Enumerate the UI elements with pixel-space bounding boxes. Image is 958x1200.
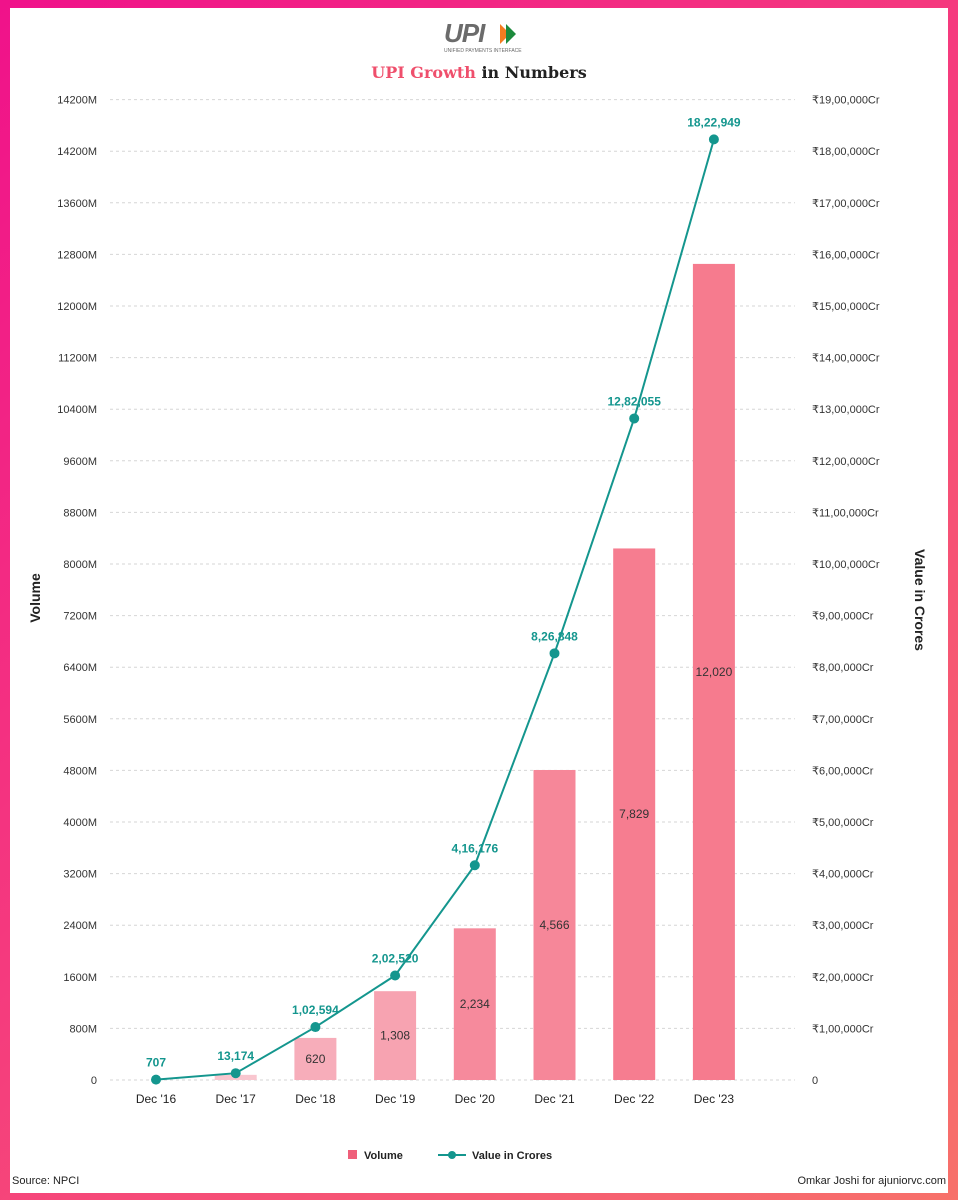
volume-bar — [453, 928, 496, 1080]
value-point-label: 13,174 — [217, 1049, 254, 1063]
left-tick-label: 4000M — [63, 817, 97, 829]
right-tick-label: ₹10,00,000Cr — [812, 559, 880, 571]
value-point — [708, 134, 719, 145]
left-tick-label: 7200M — [63, 611, 97, 623]
x-tick-label: Dec '23 — [694, 1092, 735, 1106]
value-point — [230, 1068, 241, 1079]
left-tick-label: 6400M — [63, 662, 97, 674]
left-tick-label: 13600M — [57, 198, 97, 210]
legend-volume-label: Volume — [364, 1150, 403, 1162]
left-axis-title: Volume — [27, 573, 43, 623]
right-tick-label: ₹5,00,000Cr — [812, 817, 874, 829]
value-point-label: 8,26,848 — [531, 629, 578, 643]
x-tick-label: Dec '22 — [614, 1092, 655, 1106]
right-tick-label: ₹3,00,000Cr — [812, 920, 874, 932]
right-tick-label: ₹18,00,000Cr — [812, 146, 880, 158]
x-tick-label: Dec '20 — [455, 1092, 496, 1106]
x-tick-label: Dec '17 — [216, 1092, 257, 1106]
right-tick-label: ₹4,00,000Cr — [812, 869, 874, 881]
value-point-label: 18,22,949 — [687, 115, 741, 129]
left-tick-label: 2400M — [63, 920, 97, 932]
value-point-label: 12,82,055 — [608, 394, 662, 408]
source-note: Source: NPCI — [12, 1175, 80, 1187]
value-point — [469, 860, 480, 871]
right-tick-label: 0 — [812, 1075, 818, 1087]
title-rest: in Numbers — [475, 63, 587, 82]
volume-bar-label: 7,829 — [619, 807, 649, 821]
right-tick-label: ₹12,00,000Cr — [812, 456, 880, 468]
volume-bar — [294, 1037, 337, 1080]
left-tick-label: 12800M — [57, 249, 97, 261]
value-point — [549, 648, 560, 659]
left-tick-label: 14200M — [57, 146, 97, 158]
right-tick-label: ₹9,00,000Cr — [812, 611, 874, 623]
left-tick-label: 12000M — [57, 301, 97, 313]
volume-bar — [374, 991, 417, 1080]
right-tick-label: ₹1,00,000Cr — [812, 1023, 874, 1035]
value-point — [151, 1074, 161, 1085]
x-tick-label: Dec '21 — [534, 1092, 575, 1106]
right-tick-label: ₹16,00,000Cr — [812, 249, 880, 261]
left-tick-label: 9600M — [63, 456, 97, 468]
right-tick-label: ₹15,00,000Cr — [812, 301, 880, 313]
right-tick-label: ₹6,00,000Cr — [812, 765, 874, 777]
chart-title: UPI Growth in Numbers — [0, 63, 958, 82]
value-point-label: 4,16,176 — [451, 841, 498, 855]
left-tick-label: 11200M — [58, 353, 97, 365]
right-axis-title: Value in Crores — [912, 549, 928, 651]
value-point-label: 2,02,520 — [372, 951, 419, 965]
left-tick-label: 10400M — [57, 404, 97, 416]
value-point-label: 1,02,594 — [292, 1003, 339, 1017]
left-tick-label: 0 — [91, 1075, 97, 1087]
right-tick-label: ₹17,00,000Cr — [812, 198, 880, 210]
left-tick-label: 5600M — [63, 714, 97, 726]
right-tick-label: ₹8,00,000Cr — [812, 662, 874, 674]
volume-bar — [613, 548, 656, 1080]
legend-line-marker — [448, 1151, 456, 1159]
volume-bar-label: 2,234 — [460, 997, 490, 1011]
value-point-label: 707 — [146, 1056, 166, 1070]
volume-bar — [533, 769, 576, 1080]
right-tick-label: ₹2,00,000Cr — [812, 972, 874, 984]
left-tick-label: 800M — [69, 1023, 97, 1035]
right-tick-label: ₹11,00,000Cr — [812, 507, 879, 519]
volume-bar-label: 620 — [305, 1052, 325, 1066]
credit-note: Omkar Joshi for ajuniorvc.com — [797, 1175, 946, 1187]
right-tick-label: ₹14,00,000Cr — [812, 353, 880, 365]
left-tick-label: 8000M — [63, 559, 97, 571]
legend-volume-swatch — [348, 1150, 357, 1159]
upi-logo: UPI UNIFIED PAYMENTS INTERFACE — [444, 18, 522, 54]
right-tick-label: ₹19,00,000Cr — [812, 95, 880, 107]
svg-text:UPI: UPI — [444, 18, 486, 48]
title-accent: UPI Growth — [371, 63, 476, 82]
left-tick-label: 3200M — [63, 869, 97, 881]
volume-bar — [692, 263, 735, 1080]
left-tick-label: 14200M — [57, 95, 97, 107]
volume-bar-label: 4,566 — [539, 918, 569, 932]
value-point — [390, 970, 401, 981]
value-line — [155, 139, 715, 1081]
legend-line-label: Value in Crores — [472, 1150, 552, 1162]
volume-bar-label: 1,308 — [380, 1029, 410, 1043]
svg-text:UNIFIED PAYMENTS INTERFACE: UNIFIED PAYMENTS INTERFACE — [444, 48, 522, 54]
right-tick-label: ₹13,00,000Cr — [812, 404, 880, 416]
volume-bar-label: 12,020 — [696, 665, 733, 679]
x-tick-label: Dec '16 — [136, 1092, 177, 1106]
value-point — [629, 413, 640, 424]
right-tick-label: ₹7,00,000Cr — [812, 714, 874, 726]
left-tick-label: 1600M — [63, 972, 97, 984]
x-tick-label: Dec '19 — [375, 1092, 416, 1106]
left-tick-label: 4800M — [63, 765, 97, 777]
value-point — [310, 1022, 321, 1033]
left-tick-label: 8800M — [63, 507, 97, 519]
x-tick-label: Dec '18 — [295, 1092, 336, 1106]
